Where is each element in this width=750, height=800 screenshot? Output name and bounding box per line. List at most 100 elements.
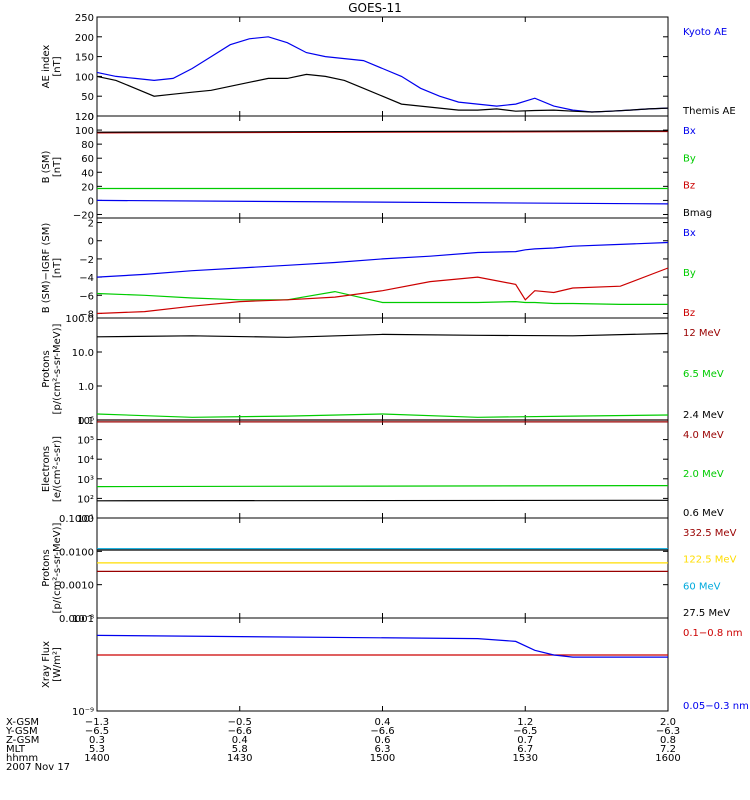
y-tick-label: 80 (81, 140, 94, 151)
x-tick-label: 0.6 (375, 735, 391, 746)
x-tick-label: 0.3 (89, 735, 105, 746)
panel-frame (96, 317, 669, 421)
series-line-bx (96, 241, 669, 278)
y-axis-label: Electrons[e/(cm²-s-sr)] (41, 436, 63, 502)
series-line-0-05-0-3-nm (96, 634, 668, 658)
legend-entry: 27.5 MeV (683, 608, 730, 619)
x-tick-label: 6.3 (375, 744, 391, 755)
y-tick-label: 40 (81, 168, 94, 179)
x-row-label: Y-GSM (5, 726, 38, 737)
legend-entry: Bz (683, 181, 695, 192)
series-line-0-6-mev (96, 499, 669, 502)
legend-entry: 12 MeV (683, 328, 721, 339)
legend-entry: 4.0 MeV (683, 430, 724, 441)
y-tick-label: −8 (79, 309, 94, 320)
y-tick-label: 10⁶ (77, 416, 94, 427)
x-tick-label: 1500 (370, 753, 395, 764)
y-tick-label: 2 (88, 219, 94, 230)
series-line-kyoto-ae (96, 36, 669, 113)
y-tick-label: 0.0010 (59, 581, 94, 592)
legend-entry: 2.4 MeV (683, 410, 724, 421)
x-tick-label: 5.8 (232, 744, 248, 755)
y-tick-label: −2 (79, 255, 94, 266)
y-tick-label: 10.0 (72, 348, 94, 359)
series-line-2-0-mev (96, 485, 669, 488)
y-tick-label: 10¹ (77, 514, 94, 525)
legend-entry: 60 MeV (683, 581, 721, 592)
panel-electrons: 10¹ 10² 10³ 10⁴ 10⁵ 10⁶ Electrons[e/(cm²-s-sr)… (41, 416, 724, 525)
y-tick-label: 0.0001 (59, 614, 94, 625)
x-row-label: X-GSM (6, 717, 39, 728)
legend-entry: 0.6 MeV (683, 508, 724, 519)
y-tick-label: −6 (79, 291, 94, 302)
legend-entry: 332.5 MeV (683, 528, 737, 539)
legend-entry: Bx (683, 126, 696, 137)
y-tick-label: 100 (75, 126, 94, 137)
x-tick-label: 0.8 (660, 735, 676, 746)
series-line-bz (96, 130, 669, 134)
y-axis-label: Protons[p/(cm²-s-sr-MeV)] (41, 323, 63, 414)
x-tick-label: 0.7 (517, 735, 533, 746)
x-tick-label: 5.3 (89, 744, 105, 755)
panel-frame (96, 517, 669, 619)
y-tick-label: 1.0 (78, 382, 94, 393)
y-tick-label: 200 (75, 33, 94, 44)
y-tick-label: 60 (81, 154, 94, 165)
panel-ae: 0 50 100 150 200 250 AE index[nT] Kyoto AE Themi… (41, 13, 736, 123)
x-tick-label: −6.5 (85, 726, 109, 737)
y-tick-label: 150 (75, 53, 94, 64)
y-axis-label: Xray Flux[W/m²] (41, 641, 63, 688)
y-tick-label: 0 (88, 112, 94, 123)
x-tick-label: 1600 (655, 753, 680, 764)
y-tick-label: 0 (88, 196, 94, 207)
panel-xray: 10⁻⁹ 10⁻⁸ Xray Flux[W/m²] 0.1−0.8 nm 0.05−0.… (41, 614, 749, 718)
y-tick-label: 0.1000 (59, 514, 94, 525)
x-tick-label: 1400 (84, 753, 109, 764)
y-axis-label: Protons[p/(cm²-s-sr-MeV)] (41, 522, 63, 613)
y-tick-label: 0.0100 (59, 547, 94, 558)
y-axis-label: B (SM)−IGRF (SM)[nT] (41, 223, 63, 314)
x-row-label: MLT (6, 744, 26, 755)
series-line-bmag (96, 130, 669, 133)
y-tick-label: 50 (81, 92, 94, 103)
y-tick-label: 10³ (77, 475, 94, 486)
y-axis-label: AE index[nT] (41, 45, 63, 89)
series-line-by (96, 290, 668, 305)
series-line-bx (96, 199, 669, 205)
x-tick-label: −6.6 (370, 726, 394, 737)
y-tick-label: 120 (75, 112, 94, 123)
x-row-label: Z-GSM (6, 735, 39, 746)
legend-entry: 0.05−0.3 nm (683, 701, 749, 712)
x-tick-label: 1430 (227, 753, 252, 764)
series-line-6-5-mev (96, 413, 669, 418)
x-tick-label: −6.3 (656, 726, 680, 737)
legend-entry: Bx (683, 228, 696, 239)
panel-frame (96, 419, 669, 519)
y-tick-label: 20 (81, 182, 94, 193)
legend-entry: 122.5 MeV (683, 555, 737, 566)
legend-entry: 6.5 MeV (683, 369, 724, 380)
legend-entry: Kyoto AE (683, 27, 727, 38)
legend-entry: By (683, 153, 696, 164)
legend-entry: Bmag (683, 208, 712, 219)
panel-frame (96, 617, 669, 712)
y-tick-label: 10⁻⁹ (72, 707, 94, 718)
y-tick-label: −4 (79, 273, 94, 284)
x-tick-label: 6.7 (517, 744, 533, 755)
x-tick-label: −6.5 (513, 726, 537, 737)
y-tick-label: 100.0 (65, 314, 94, 325)
series-line-themis-ae (96, 73, 669, 113)
date-label: 2007 Nov 17 (6, 762, 70, 773)
legend-entry: Bz (683, 308, 695, 319)
x-tick-label: −6.6 (228, 726, 252, 737)
panel-frame (96, 16, 669, 117)
x-tick-label: 0.4 (375, 717, 391, 728)
panel-hiprotons: 0.0001 0.0010 0.0100 0.1000Protons[p/(cm²-s… (41, 514, 737, 625)
panel-protons: 0.1 1.0 10.0 100.0Protons[p/(cm²-s-sr-MeV)]… (41, 314, 724, 427)
legend-entry: 2.0 MeV (683, 469, 724, 480)
x-tick-label: 2.0 (660, 717, 676, 728)
x-tick-label: 7.2 (660, 744, 676, 755)
x-tick-label: 1530 (513, 753, 538, 764)
x-tick-label: 0.4 (232, 735, 248, 746)
